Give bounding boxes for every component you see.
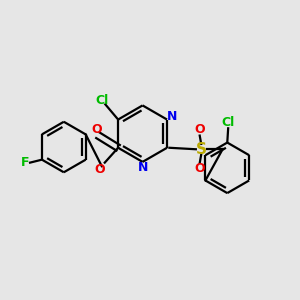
Text: S: S	[196, 142, 207, 157]
Text: N: N	[137, 161, 148, 174]
Text: O: O	[91, 123, 102, 136]
Text: O: O	[194, 162, 205, 176]
Text: O: O	[94, 163, 105, 176]
Text: F: F	[21, 156, 29, 169]
Text: Cl: Cl	[95, 94, 108, 107]
Text: Cl: Cl	[221, 116, 235, 129]
Text: N: N	[167, 110, 177, 123]
Text: O: O	[194, 123, 205, 136]
